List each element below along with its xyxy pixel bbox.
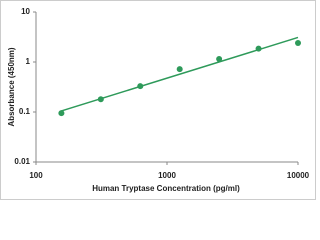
- x-tick-label: 100: [29, 171, 43, 180]
- x-axis-label: Human Tryptase Concentration (pg/ml): [92, 184, 240, 193]
- y-tick-label: 0.1: [19, 107, 31, 116]
- point: [97, 96, 104, 103]
- y-tick-label: 1: [26, 57, 31, 66]
- y-tick-label: 10: [21, 7, 30, 16]
- chart: Human Tryptase Concentration (pg/ml) Abs…: [0, 0, 316, 200]
- point: [216, 55, 223, 62]
- point: [176, 66, 183, 73]
- point: [295, 39, 301, 46]
- point: [255, 45, 262, 52]
- point: [58, 110, 65, 117]
- x-tick-label: 1000: [158, 171, 176, 180]
- x-tick-label: 10000: [287, 171, 310, 180]
- frame: [0, 0, 316, 200]
- point: [137, 83, 144, 90]
- y-tick-label: 0.01: [14, 157, 30, 166]
- y-axis-label: Absorbance (450nm): [7, 47, 16, 126]
